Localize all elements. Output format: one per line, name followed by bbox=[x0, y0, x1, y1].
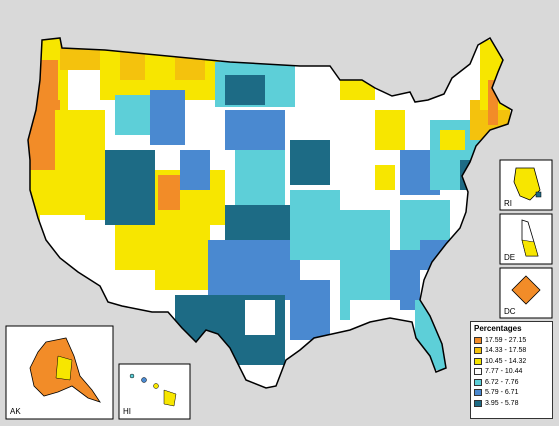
legend-item: 17.59 - 27.15 bbox=[474, 335, 549, 346]
legend-title: Percentages bbox=[474, 324, 522, 333]
legend-item: 10.45 - 14.32 bbox=[474, 356, 549, 367]
inset-hawaii: HI bbox=[118, 363, 191, 420]
legend-swatch bbox=[474, 399, 482, 407]
de-label: DE bbox=[504, 253, 515, 262]
legend-swatch bbox=[474, 357, 482, 365]
inset-de: DE bbox=[499, 213, 553, 265]
alaska-label: AK bbox=[10, 407, 21, 416]
hawaii-label: HI bbox=[123, 407, 131, 416]
legend-item: 7.77 - 10.44 bbox=[474, 367, 549, 378]
legend-item: 3.95 - 5.78 bbox=[474, 398, 549, 409]
inset-dc: DC bbox=[499, 267, 553, 319]
legend-swatch bbox=[474, 389, 482, 397]
legend-swatch bbox=[474, 347, 482, 355]
inset-alaska: AK bbox=[5, 325, 114, 420]
ri-label: RI bbox=[504, 199, 512, 208]
legend-swatch bbox=[474, 368, 482, 376]
us-outline bbox=[27, 36, 513, 389]
legend-item: 5.79 - 6.71 bbox=[474, 388, 549, 399]
legend-item: 6.72 - 7.76 bbox=[474, 377, 549, 388]
inset-ri: RI bbox=[499, 159, 553, 211]
legend-swatch bbox=[474, 336, 482, 344]
legend-swatch bbox=[474, 378, 482, 386]
legend: Percentages 17.59 - 27.15 14.33 - 17.58 … bbox=[470, 321, 553, 419]
dc-label: DC bbox=[504, 307, 516, 316]
legend-item: 14.33 - 17.58 bbox=[474, 346, 549, 357]
